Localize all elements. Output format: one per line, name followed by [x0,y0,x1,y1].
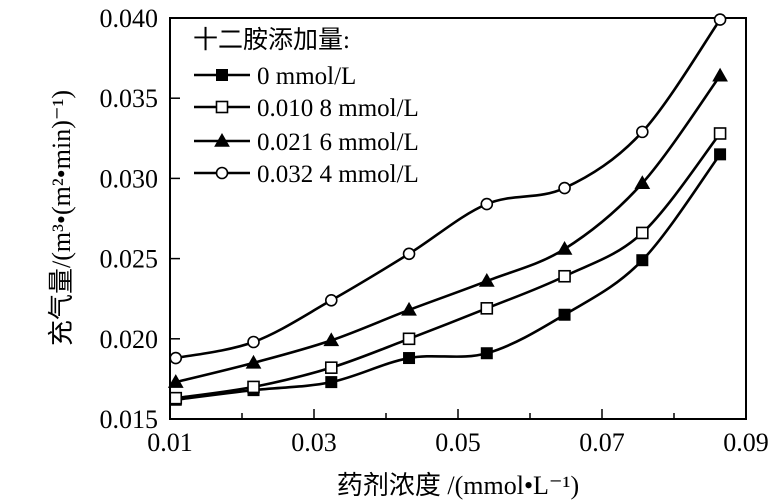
data-point [324,294,338,307]
data-point [712,67,728,82]
data-point [247,335,260,349]
data-point [558,181,571,195]
x-axis-title: 药剂浓度 /(mmol•L⁻¹) [337,471,579,500]
axis-ticks [169,17,747,420]
x-tick-label: 0.03 [291,428,337,457]
legend-title: 十二胺添加量: [193,26,350,54]
data-point [556,240,573,255]
y-tick-label: 0.025 [100,245,159,274]
data-point [323,332,340,347]
y-tick-label: 0.015 [100,405,159,434]
data-point [636,254,649,267]
data-point [480,197,494,211]
data-point [713,13,727,26]
data-point [480,302,494,315]
legend-label: 0.010 8 mmol/L [257,95,419,122]
data-point [324,361,338,374]
data-point [216,69,228,81]
data-point [714,148,727,161]
y-tick-labels: 0.015 0.020 0.025 0.030 0.035 0.040 [100,4,159,434]
x-tick-label: 0.07 [579,428,625,457]
x-tick-labels: 0.01 0.03 0.05 0.07 0.09 [147,428,769,457]
x-tick-label: 0.05 [435,428,481,457]
data-point [478,273,495,287]
data-point [325,376,338,389]
data-point [713,127,727,140]
data-point [402,247,416,261]
y-tick-label: 0.040 [100,4,159,33]
data-point [558,269,571,283]
data-point [215,100,229,114]
data-point [634,175,651,189]
data-point [636,226,649,240]
data-point [245,354,262,369]
y-axis-title: 充气量/(m³•(m²•min)⁻¹) [47,90,76,346]
data-point [480,347,493,360]
series-markers [167,13,728,406]
data-point [215,166,229,180]
data-point [214,132,230,147]
legend-label: 0.021 6 mmol/L [257,129,419,156]
legend-label: 0 mmol/L [257,63,356,90]
data-point [402,332,416,346]
x-tick-label: 0.01 [147,428,193,457]
legend: 十二胺添加量: 0 mmol/L 0.010 8 mmol/L 0.021 6 mm… [193,26,419,188]
data-point [403,352,416,365]
data-point [401,301,417,316]
data-point [636,125,649,139]
legend-label: 0.032 4 mmol/L [257,161,419,188]
y-tick-label: 0.030 [100,164,159,193]
data-point [247,380,260,394]
x-tick-label: 0.09 [723,428,769,457]
data-point [167,374,184,388]
data-point [169,391,183,405]
data-point [169,351,183,365]
data-point [558,308,571,321]
y-tick-label: 0.035 [100,84,159,113]
y-tick-label: 0.020 [100,325,159,354]
